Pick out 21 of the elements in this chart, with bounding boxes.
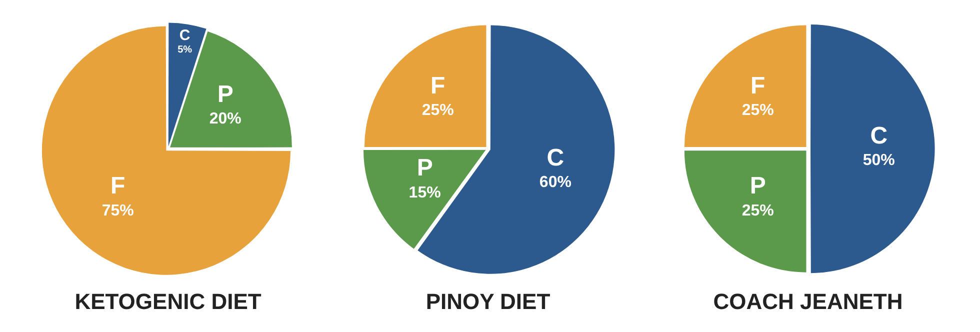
data-label: 15%	[408, 184, 441, 202]
data-label: 25%	[742, 102, 774, 120]
data-label: 20%	[209, 110, 242, 128]
data-label: 75%	[102, 202, 134, 220]
text: KETOGENIC DIET	[74, 288, 262, 314]
data-label: 25%	[422, 102, 454, 120]
data-label: 60%	[539, 174, 572, 192]
slice-label: P	[217, 80, 234, 108]
data-label: 25%	[742, 202, 774, 220]
slice-label: F	[110, 172, 126, 200]
slice-label: F	[430, 72, 446, 100]
slice-label: C	[870, 122, 888, 150]
slice-label: F	[750, 72, 766, 100]
data-label: 50%	[862, 152, 895, 170]
text: COACH JEANETH	[713, 288, 903, 314]
data-label: 5%	[178, 44, 192, 56]
slice-label: C	[546, 144, 564, 172]
slice-label: P	[750, 172, 766, 200]
slice-label: C	[179, 26, 190, 44]
text: PINOY DIET	[426, 288, 551, 314]
slice-label: P	[416, 154, 433, 182]
